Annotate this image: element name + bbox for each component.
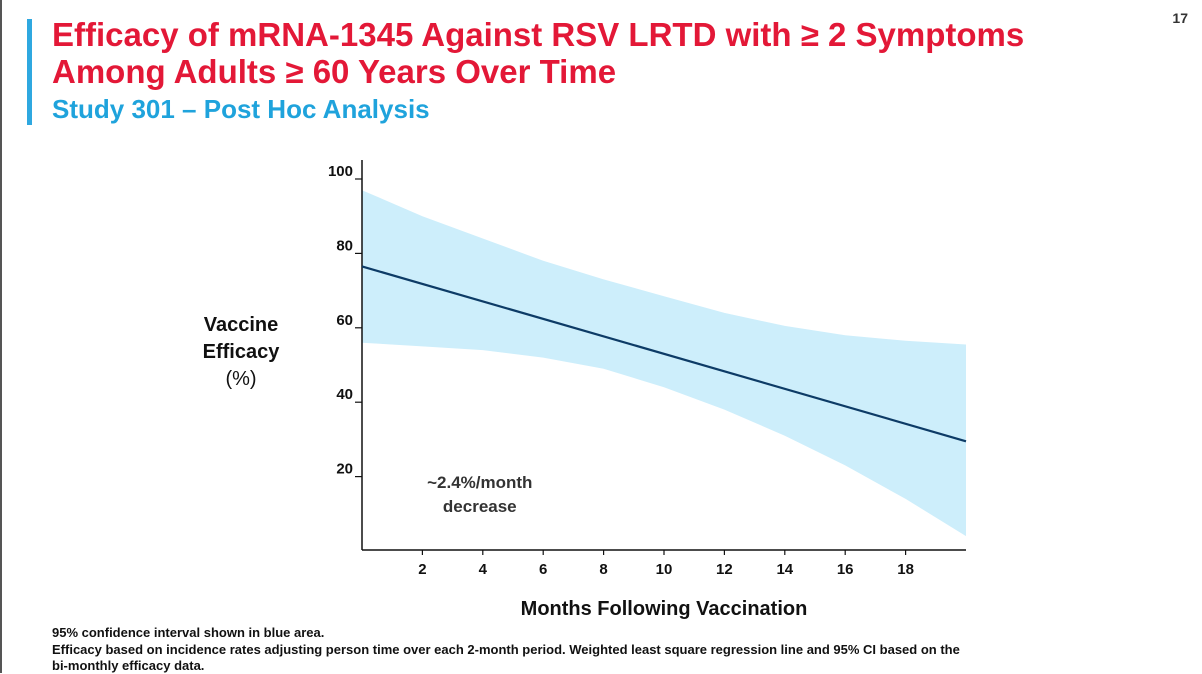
page-number: 17: [1172, 10, 1188, 26]
x-tick-label-4: 4: [479, 561, 488, 578]
slide-title: Efficacy of mRNA-1345 Against RSV LRTD w…: [52, 16, 1024, 90]
y-tick-label-60: 60: [336, 312, 353, 329]
slide-subtitle: Study 301 – Post Hoc Analysis: [52, 94, 430, 124]
x-tick-label-2: 2: [418, 561, 426, 578]
title-line-1: Efficacy of mRNA-1345 Against RSV LRTD w…: [52, 16, 1025, 53]
x-tick-label-16: 16: [837, 561, 854, 578]
y-tick-label-100: 100: [328, 163, 353, 180]
x-tick-label-6: 6: [539, 561, 547, 578]
y-axis-label-line-1: Vaccine: [203, 314, 279, 336]
slide-left-border: [0, 0, 2, 673]
x-tick-label-14: 14: [776, 561, 793, 578]
confidence-interval-band: [362, 190, 966, 537]
annotation-rate-line-2: decrease: [443, 497, 517, 516]
y-tick-label-40: 40: [336, 386, 353, 403]
x-tick-label-12: 12: [716, 561, 733, 578]
footnote-method-cont: bi-monthly efficacy data.: [52, 658, 205, 673]
title-line-2: Among Adults ≥ 60 Years Over Time: [52, 53, 617, 90]
x-tick-label-18: 18: [897, 561, 914, 578]
x-tick-label-10: 10: [656, 561, 673, 578]
footnote-method: Efficacy based on incidence rates adjust…: [52, 642, 960, 657]
footnote-ci: 95% confidence interval shown in blue ar…: [52, 625, 325, 640]
title-accent-bar: [27, 19, 32, 125]
regression-line: [361, 265, 967, 443]
y-tick-label-80: 80: [336, 237, 353, 254]
x-tick-label-8: 8: [599, 561, 607, 578]
y-axis-label: Vaccine Efficacy (%): [176, 312, 306, 393]
y-axis-label-line-2: Efficacy: [202, 341, 280, 363]
x-axis-label: Months Following Vaccination: [521, 598, 808, 620]
y-tick-label-20: 20: [336, 461, 353, 478]
annotation-rate-line-1: ~2.4%/month: [427, 473, 532, 492]
y-axis-label-line-3: (%): [225, 368, 257, 390]
